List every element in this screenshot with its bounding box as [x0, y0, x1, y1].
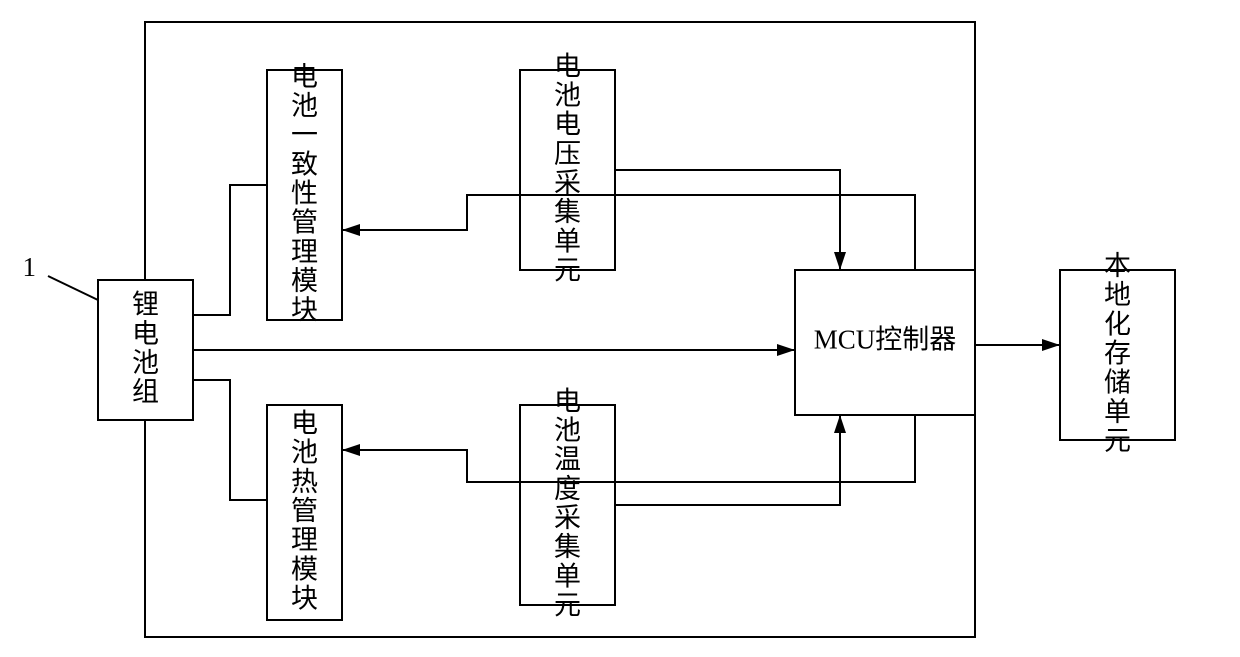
node-label: 电池一致性管理模块 — [291, 62, 318, 325]
annotation-label-1: 1 — [23, 252, 99, 300]
annotations-layer: 1 — [23, 252, 99, 300]
node-temp: 电池温度采集单元 — [520, 387, 615, 621]
node-label: 电池温度采集单元 — [554, 387, 581, 621]
diagram-canvas: 锂电池组 电池一致性管理模块电池热管理模块 电池电压采集单元电池温度采集单元 MCU控… — [0, 0, 1240, 657]
nodes-layer: 锂电池组 电池一致性管理模块电池热管理模块 电池电压采集单元电池温度采集单元 MCU控… — [98, 22, 1175, 637]
node-volt: 电池电压采集单元 — [520, 52, 615, 286]
node-label: 电池热管理模块 — [291, 409, 318, 614]
annotation-text: 1 — [23, 252, 37, 282]
node-label: 电池电压采集单元 — [554, 52, 581, 286]
node-mcu: MCU控制器 — [795, 270, 975, 415]
node-label: 本地化存储单元 — [1104, 251, 1131, 456]
node-pack: 锂电池组 — [98, 280, 193, 420]
node-store: 本地化存储单元 — [1060, 251, 1175, 456]
node-consist: 电池一致性管理模块 — [267, 62, 342, 325]
node-thermal: 电池热管理模块 — [267, 405, 342, 620]
node-label: 锂电池组 — [132, 290, 159, 407]
node-label: MCU控制器 — [814, 325, 957, 355]
